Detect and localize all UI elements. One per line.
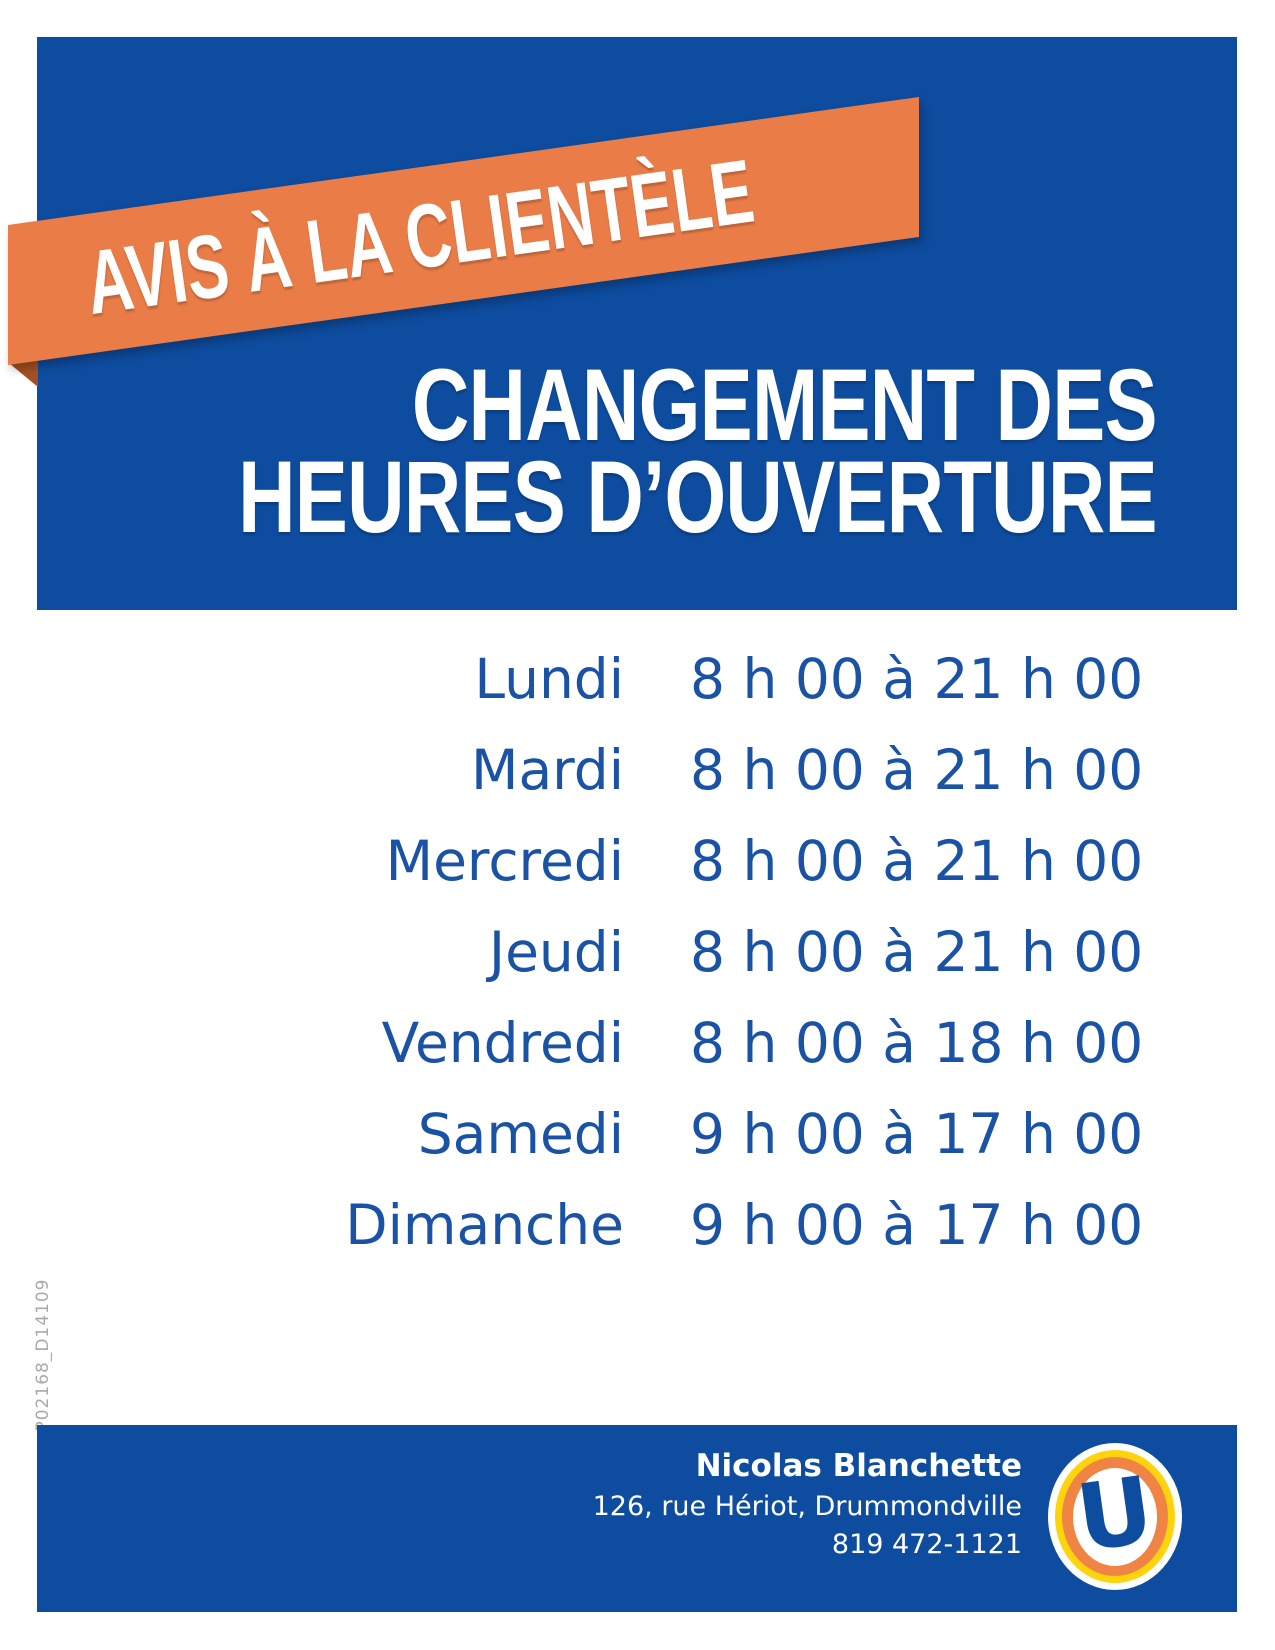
schedule-row: Jeudi 8 h 00 à 21 h 00 [0, 925, 1275, 980]
store-phone: 819 472-1121 [831, 1529, 1022, 1560]
logo-yellow-ring: U [1055, 1450, 1175, 1583]
schedule-day: Lundi [474, 647, 624, 711]
notice-title-line1: CHANGEMENT DES [412, 348, 1158, 462]
schedule-hours: 8 h 00 à 21 h 00 [690, 647, 1144, 711]
schedule-row: Lundi 8 h 00 à 21 h 00 [0, 652, 1275, 707]
schedule-day: Vendredi [381, 1011, 624, 1075]
schedule-row: Samedi 9 h 00 à 17 h 00 [0, 1107, 1275, 1162]
schedule-row: Dimanche 9 h 00 à 17 h 00 [0, 1198, 1275, 1253]
logo-letter-u: U [1070, 1455, 1160, 1573]
schedule-hours: 8 h 00 à 18 h 00 [690, 1011, 1144, 1075]
print-code: P02168_D14109 [33, 1278, 53, 1432]
logo-orange-ring: U [1062, 1456, 1168, 1576]
opening-hours-table: Lundi 8 h 00 à 21 h 00 Mardi 8 h 00 à 21 h … [0, 652, 1275, 1289]
schedule-row: Mardi 8 h 00 à 21 h 00 [0, 743, 1275, 798]
uniprix-logo: U [1048, 1443, 1182, 1590]
footer-bar: Nicolas Blanchette 126, rue Hériot, Drum… [37, 1425, 1237, 1612]
schedule-hours: 9 h 00 à 17 h 00 [690, 1102, 1144, 1166]
schedule-hours: 9 h 00 à 17 h 00 [690, 1193, 1144, 1257]
schedule-hours: 8 h 00 à 21 h 00 [690, 738, 1144, 802]
schedule-row: Vendredi 8 h 00 à 18 h 00 [0, 1016, 1275, 1071]
schedule-day: Mercredi [385, 829, 624, 893]
logo-center-disc: U [1070, 1456, 1159, 1572]
store-contact-block: Nicolas Blanchette 126, rue Hériot, Drum… [592, 1448, 1022, 1560]
schedule-day: Samedi [417, 1102, 624, 1166]
schedule-row: Mercredi 8 h 00 à 21 h 00 [0, 834, 1275, 889]
schedule-day: Jeudi [488, 920, 624, 984]
store-owner-name: Nicolas Blanchette [695, 1448, 1022, 1484]
schedule-day: Mardi [471, 738, 624, 802]
notice-title: CHANGEMENT DES HEURES D’OUVERTURE [238, 348, 1158, 554]
schedule-day: Dimanche [345, 1193, 624, 1257]
notice-title-line2: HEURES D’OUVERTURE [238, 439, 1157, 554]
schedule-hours: 8 h 00 à 21 h 00 [690, 920, 1144, 984]
schedule-hours: 8 h 00 à 21 h 00 [690, 829, 1144, 893]
store-address: 126, rue Hériot, Drummondville [592, 1491, 1022, 1522]
